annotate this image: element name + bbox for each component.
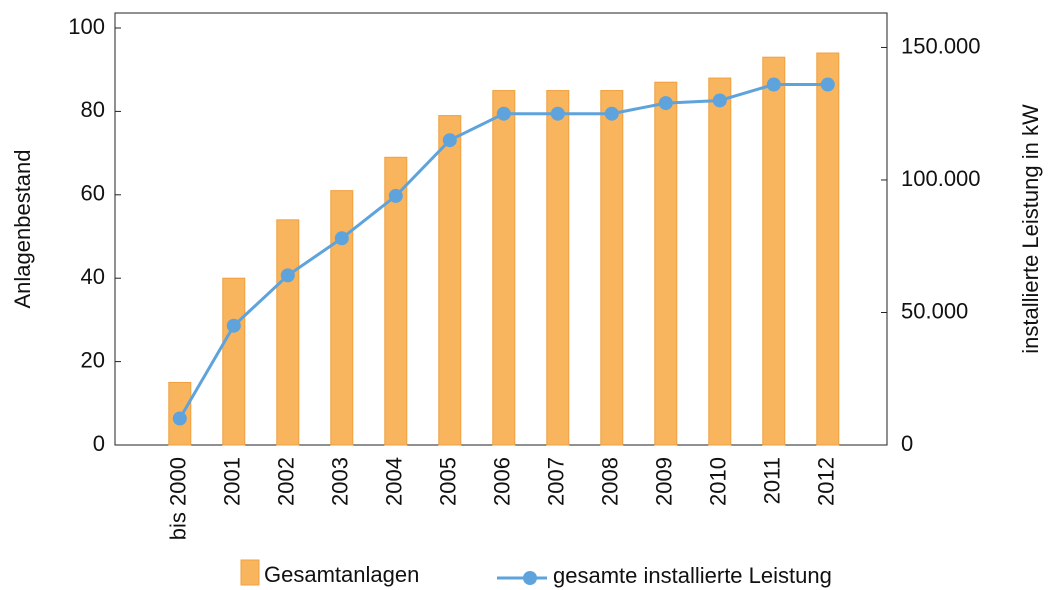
line-marker bbox=[496, 106, 511, 121]
legend-swatch bbox=[240, 559, 260, 586]
y-tick-label: 80 bbox=[81, 97, 105, 122]
line-marker bbox=[388, 188, 403, 203]
y2-tick-label: 0 bbox=[901, 431, 913, 456]
y2-tick-label: 150.000 bbox=[901, 33, 981, 58]
x-tick-label: 2011 bbox=[760, 457, 785, 504]
line-marker bbox=[550, 106, 565, 121]
legend-label: gesamte installierte Leistung bbox=[553, 563, 832, 588]
bar bbox=[762, 56, 786, 446]
line-marker bbox=[712, 93, 727, 108]
y-tick-label: 40 bbox=[81, 264, 105, 289]
line-marker bbox=[658, 96, 673, 111]
bar bbox=[654, 81, 678, 446]
x-tick-label: 2003 bbox=[328, 457, 353, 506]
bar bbox=[222, 277, 246, 446]
line-marker bbox=[820, 77, 835, 92]
line-marker bbox=[226, 318, 241, 333]
line-marker bbox=[442, 133, 457, 148]
legend-marker bbox=[523, 571, 537, 585]
x-tick-label: 2012 bbox=[814, 457, 839, 506]
y2-axis-title: installierte Leistung in kW bbox=[1018, 104, 1043, 354]
x-tick-label: 2010 bbox=[706, 457, 731, 506]
y-tick-label: 100 bbox=[68, 14, 105, 39]
line-marker bbox=[334, 231, 349, 246]
x-tick-label: 2005 bbox=[436, 457, 461, 506]
bar bbox=[600, 90, 624, 446]
bar bbox=[492, 90, 516, 446]
x-tick-label: bis 2000 bbox=[166, 457, 191, 540]
x-tick-label: 2007 bbox=[544, 457, 569, 506]
x-tick-label: 2002 bbox=[274, 457, 299, 506]
line-marker bbox=[604, 106, 619, 121]
y-tick-label: 0 bbox=[93, 431, 105, 456]
bar bbox=[384, 156, 408, 446]
line-marker bbox=[172, 411, 187, 426]
bar bbox=[330, 190, 354, 446]
y-tick-label: 60 bbox=[81, 181, 105, 206]
bar bbox=[438, 115, 462, 446]
x-tick-label: 2004 bbox=[382, 457, 407, 506]
bar bbox=[708, 77, 732, 446]
y2-tick-label: 50.000 bbox=[901, 298, 968, 323]
y-axis-title: Anlagenbestand bbox=[10, 149, 35, 308]
bar bbox=[276, 219, 300, 446]
x-tick-label: 2009 bbox=[652, 457, 677, 506]
legend-label: Gesamtanlagen bbox=[264, 562, 419, 587]
line-marker bbox=[766, 77, 781, 92]
x-tick-label: 2001 bbox=[220, 457, 245, 506]
bar bbox=[816, 52, 840, 446]
line-marker bbox=[280, 268, 295, 283]
y2-tick-label: 100.000 bbox=[901, 166, 981, 191]
y-tick-label: 20 bbox=[81, 347, 105, 372]
bar bbox=[546, 90, 570, 446]
x-tick-label: 2006 bbox=[490, 457, 515, 506]
x-tick-label: 2008 bbox=[598, 457, 623, 506]
